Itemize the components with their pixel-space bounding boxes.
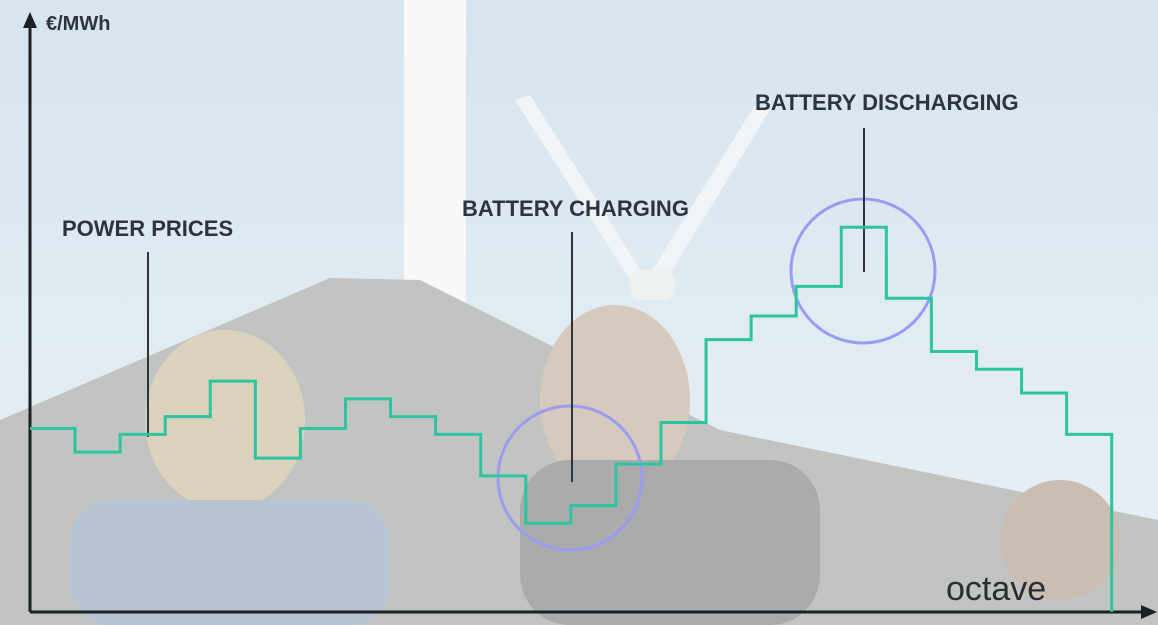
page: POWER PRICES BATTERY CHARGING BATTERY DI… xyxy=(0,0,1158,625)
logo: octave xyxy=(946,570,1046,608)
annotation: BATTERY DISCHARGING xyxy=(755,90,1019,115)
series-label: POWER PRICES xyxy=(62,216,233,241)
y-axis-label: €/MWh xyxy=(46,13,110,35)
chart: POWER PRICES BATTERY CHARGING BATTERY DI… xyxy=(0,0,1158,625)
annotation: BATTERY CHARGING xyxy=(462,196,689,221)
